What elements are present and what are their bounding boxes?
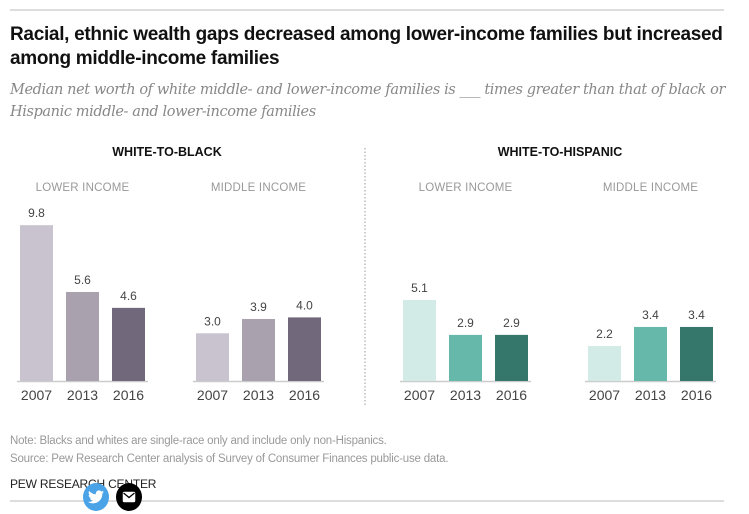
data-label: 3.0 [204,314,221,328]
bar [403,299,436,381]
category-label: 2007 [404,387,435,403]
data-label: 4.0 [296,298,313,312]
bar [495,334,528,381]
category-label: 2016 [289,387,320,403]
group-title: WHITE-TO-BLACK [112,145,221,159]
chart-subtitle: Median net worth of white middle- and lo… [10,82,725,120]
data-label: 3.4 [688,308,705,322]
bar [680,326,713,381]
data-label: 5.6 [74,273,91,287]
data-label: 4.6 [120,289,137,303]
bar [588,346,621,381]
category-label: 2007 [197,387,228,403]
bottom-rule [10,500,724,502]
panel-subtitle: LOWER INCOME [419,182,513,194]
twitter-icon [88,490,104,504]
email-icon [122,491,136,503]
top-rule [10,9,724,11]
bar [288,317,321,381]
panel-subtitle: MIDDLE INCOME [211,182,306,194]
bar [196,333,229,381]
data-label: 3.4 [642,308,659,322]
email-share-button[interactable] [116,483,142,511]
chart-note: Note: Blacks and whites are single-race … [10,435,387,447]
twitter-share-button[interactable] [83,483,109,511]
bar [449,334,482,381]
chart-source: Source: Pew Research Center analysis of … [10,453,449,465]
category-label: 2013 [635,387,666,403]
category-label: 2007 [589,387,620,403]
category-label: 2013 [450,387,481,403]
data-label: 2.9 [457,316,474,330]
data-label: 3.9 [250,300,267,314]
bar [112,307,145,381]
panel-subtitle: LOWER INCOME [36,182,130,194]
category-label: 2016 [496,387,527,403]
group-title: WHITE-TO-HISPANIC [498,145,623,159]
category-label: 2016 [681,387,712,403]
chart-title: Racial, ethnic wealth gaps decreased amo… [10,24,723,69]
bar [20,225,53,381]
category-label: 2016 [113,387,144,403]
data-label: 5.1 [411,281,428,295]
bar [66,291,99,381]
category-label: 2013 [243,387,274,403]
category-label: 2007 [21,387,52,403]
panel-subtitle: MIDDLE INCOME [603,182,698,194]
data-label: 2.9 [503,316,520,330]
bar [634,326,667,381]
data-label: 2.2 [596,327,613,341]
chart-area: WHITE-TO-BLACK LOWER INCOME 9.8 2007 5.6 2013… [17,145,716,405]
data-label: 9.8 [28,206,45,220]
bar [242,318,275,381]
category-label: 2013 [67,387,98,403]
